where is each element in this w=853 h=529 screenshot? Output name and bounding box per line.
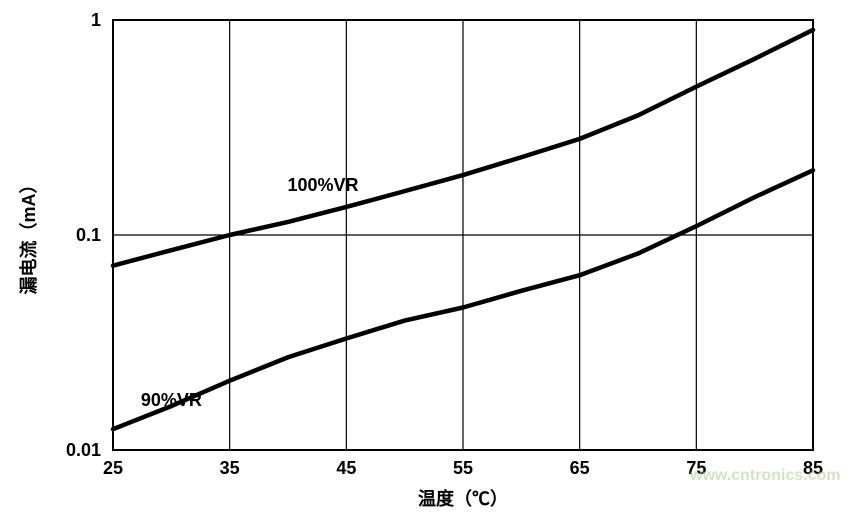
y-axis-label: 漏电流（mA） [18,175,39,294]
x-tick-label: 25 [103,458,123,478]
x-tick-label: 45 [336,458,356,478]
leakage-current-chart: 100%VR 90%VR 25 35 45 55 65 75 85 0.01 0.1 1 温度（℃） 漏电… [0,0,853,529]
x-axis-label: 温度（℃） [418,488,508,509]
series-100vr-label: 100%VR [287,175,358,195]
x-tick-label: 85 [803,458,823,478]
x-tick-label: 65 [570,458,590,478]
y-tick-label: 0.1 [76,225,101,245]
x-tick-label: 75 [686,458,706,478]
x-tick-label: 35 [220,458,240,478]
y-tick-label: 0.01 [66,440,101,460]
series-90vr-label: 90%VR [141,390,202,410]
y-tick-label: 1 [91,10,101,30]
x-tick-label: 55 [453,458,473,478]
